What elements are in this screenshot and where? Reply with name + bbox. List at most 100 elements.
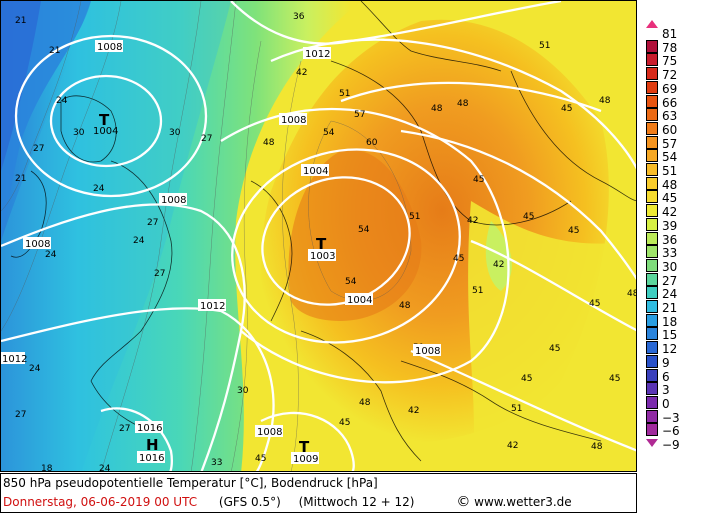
low-pressure-center-icon: T (99, 111, 110, 129)
cold-core-region (1, 1, 41, 171)
legend-value-label: 54 (662, 150, 678, 165)
footer-info-line: Donnerstag, 06-06-2019 00 UTC (GFS 0.5°)… (3, 494, 572, 510)
legend-value-label: 66 (662, 95, 678, 110)
temp-label: 33 (211, 458, 222, 468)
legend-color-swatch (646, 341, 658, 355)
legend-color-swatch (646, 94, 658, 108)
temp-label: 48 (359, 398, 371, 408)
legend-value-label: −6 (662, 424, 680, 439)
temp-label: 27 (201, 134, 212, 144)
legend-color-swatch (646, 300, 658, 313)
legend-color-swatch (646, 245, 658, 259)
low-pressure-center-icon: T (316, 235, 327, 253)
legend-color-swatch (646, 80, 658, 94)
website-link[interactable]: www.wetter3.de (474, 495, 572, 509)
temp-label: 27 (147, 218, 158, 228)
model-name: (GFS 0.5°) (218, 495, 281, 509)
color-legend: 81 78 75 72 69 66 63 60 57 54 51 48 45 42 39 36 33 30 27 24… (640, 0, 704, 472)
legend-color-swatch (646, 204, 658, 218)
legend-value-label: 81 (662, 27, 678, 41)
legend-value-label: 57 (662, 136, 678, 151)
temp-label: 21 (49, 46, 60, 56)
map-footer: 850 hPa pseudopotentielle Temperatur [°C… (0, 473, 637, 513)
temp-label: 45 (568, 226, 579, 236)
valid-time: (Mittwoch 12 + 12) (298, 495, 415, 509)
high-pressure-center-icon: H (146, 436, 159, 454)
legend-value-label: −3 (662, 410, 680, 425)
temp-label: 48 (599, 96, 611, 106)
legend-color-swatch (646, 190, 658, 204)
temp-label: 27 (154, 269, 165, 279)
temp-label: 42 (467, 216, 478, 226)
legend-value-label: 72 (662, 68, 678, 83)
isobar-label: 1012 (2, 354, 27, 365)
legend-value-label: 69 (662, 81, 678, 96)
isobar-label: 1008 (161, 195, 186, 206)
legend-bottom-arrow-icon (646, 439, 658, 447)
legend-color-swatch (646, 53, 658, 67)
legend-value-label: 27 (662, 273, 678, 288)
low-pressure-center-icon: T (299, 438, 310, 456)
temp-label: 51 (472, 286, 483, 296)
legend-value-label: 48 (662, 177, 678, 192)
legend-color-swatch (646, 409, 658, 423)
cyan-region (1, 1, 231, 471)
legend-value-label: 33 (662, 246, 678, 261)
temp-label: 27 (119, 424, 130, 434)
legend-color-swatch (646, 149, 658, 163)
legend-value-label: 75 (662, 54, 678, 69)
temp-label: 45 (255, 454, 266, 464)
temp-label: 60 (366, 138, 378, 148)
temp-label: 45 (453, 254, 464, 264)
temp-label: 48 (591, 442, 603, 452)
legend-color-swatch (646, 368, 658, 382)
legend-color-swatch (646, 382, 658, 396)
legend-color-swatch (646, 327, 658, 341)
legend-color-swatch (646, 423, 658, 437)
temp-label: 45 (561, 104, 572, 114)
temp-label: 45 (339, 418, 350, 428)
hot-core (288, 149, 422, 321)
legend-value-label: 45 (662, 191, 678, 206)
temp-label: 21 (15, 16, 26, 26)
legend-value-label: −9 (662, 438, 680, 452)
legend-value-label: 12 (662, 342, 678, 357)
temp-label: 36 (293, 12, 305, 22)
map-canvas: 21 24 30 27 21 27 24 27 24 24 27 30 36 4… (1, 1, 637, 472)
temp-label: 48 (627, 289, 637, 299)
temp-label: 45 (609, 374, 620, 384)
legend-value-label: 60 (662, 122, 678, 137)
temp-label: 45 (589, 299, 600, 309)
isobar-labels: 1008 1012 1008 1004 1008 1008 1004 1012 … (1, 40, 441, 464)
temp-label: 54 (323, 128, 335, 138)
temp-label: 54 (358, 225, 370, 235)
legend-value-label: 18 (662, 314, 678, 329)
isobar-label: 1008 (97, 42, 122, 53)
legend-color-swatch (646, 258, 658, 272)
temp-label: 45 (473, 175, 484, 185)
legend-value-label: 3 (662, 383, 670, 398)
legend-color-swatch (646, 67, 658, 81)
legend-color-swatch (646, 121, 658, 135)
legend-value-label: 51 (662, 164, 678, 178)
temp-label: 42 (507, 441, 518, 451)
temp-label: 51 (339, 89, 350, 99)
legend-color-swatch (646, 272, 658, 286)
isobar-label: 1016 (139, 453, 164, 464)
legend-value-label: 42 (662, 205, 678, 220)
temp-label: 30 (237, 386, 249, 396)
legend-value-label: 6 (662, 369, 670, 384)
isobar-label: 1008 (281, 115, 306, 126)
temp-label: 42 (408, 406, 419, 416)
temp-label: 27 (15, 410, 26, 420)
isobar-label: 1008 (415, 346, 440, 357)
legend-color-swatch (646, 163, 658, 176)
cool-pocket (485, 221, 512, 291)
legend-value-label: 39 (662, 218, 678, 233)
temp-label: 18 (41, 464, 53, 472)
legend-value-label: 63 (662, 109, 678, 124)
isobar-label: 1004 (347, 295, 372, 306)
legend-value-label: 30 (662, 259, 678, 274)
legend-value-label: 21 (662, 301, 678, 315)
temp-label: 54 (345, 277, 357, 287)
